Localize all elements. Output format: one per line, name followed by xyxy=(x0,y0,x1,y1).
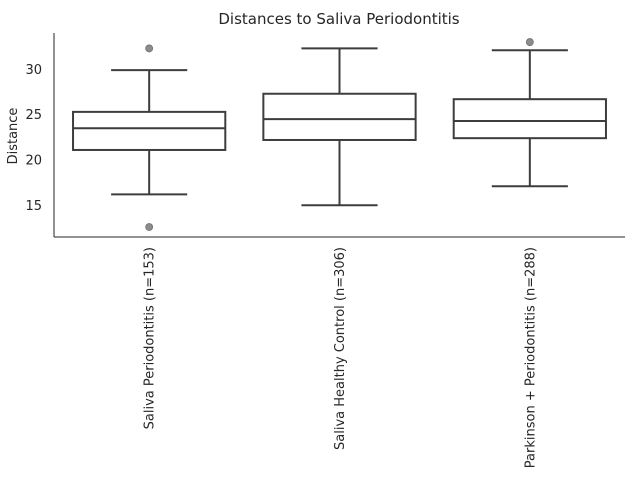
iqr-box xyxy=(452,98,607,140)
x-tick-labels: Saliva Periodontitis (n=153) Saliva Healt… xyxy=(143,247,539,468)
y-tick-label: 25 xyxy=(25,108,42,123)
iqr-box xyxy=(72,110,227,151)
outlier-point xyxy=(145,223,154,231)
iqr-box xyxy=(262,92,417,141)
y-axis-label: Distance xyxy=(6,108,21,165)
y-tick-label: 20 xyxy=(25,153,42,168)
chart-title: Distances to Saliva Periodontitis xyxy=(218,10,459,28)
outlier-point xyxy=(525,38,534,46)
x-tick-label: Saliva Healthy Control (n=306) xyxy=(333,247,348,450)
y-tick-label: 30 xyxy=(25,63,42,78)
boxes xyxy=(72,38,607,231)
x-tick-label: Parkinson + Periodontitis (n=288) xyxy=(523,247,538,468)
outlier-point xyxy=(145,44,154,53)
box-group xyxy=(72,44,227,231)
x-tick-label: Saliva Periodontitis (n=153) xyxy=(143,247,158,429)
y-ticks: 15 20 25 30 xyxy=(25,63,42,214)
box-group xyxy=(452,38,607,188)
box-group xyxy=(262,47,417,207)
y-tick-label: 15 xyxy=(25,199,42,214)
